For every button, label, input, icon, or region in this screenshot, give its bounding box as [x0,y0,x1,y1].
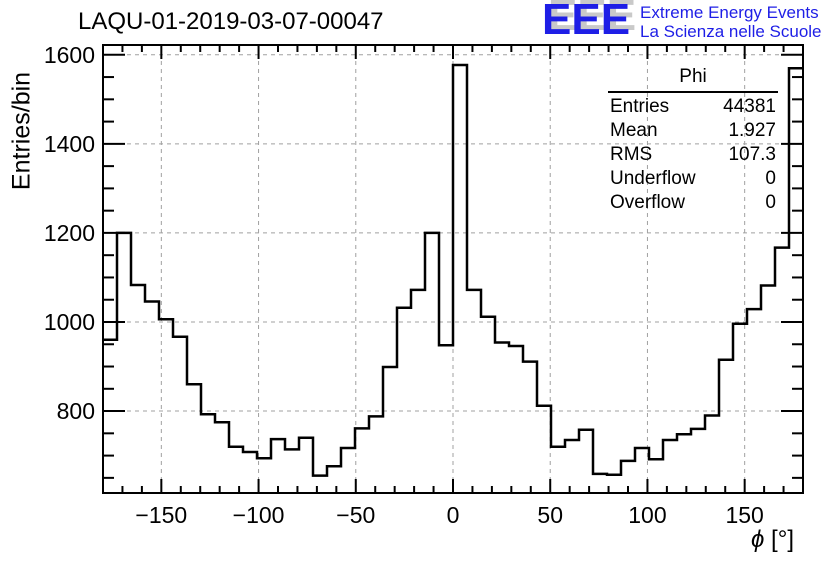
x-tick-label: −100 [233,502,285,528]
x-tick-label: −150 [135,502,187,528]
stats-box-title: Phi [608,66,778,93]
phi-symbol: ϕ [751,526,765,553]
stat-label: Overflow [610,192,685,213]
axis-ticks [103,45,803,493]
stats-row-mean: Mean 1.927 [608,119,778,143]
y-tick-label: 1200 [44,220,95,246]
y-tick-label: 1000 [44,309,95,335]
histogram-line [103,63,803,477]
x-axis-unit: [°] [764,526,794,553]
x-tick-label: 150 [725,502,763,528]
eee-logo-line1: Extreme Energy Events [640,3,819,22]
stat-label: RMS [610,144,653,165]
x-tick-label: −50 [336,502,375,528]
stats-box: Phi Entries 44381 Mean 1.927 RMS 107.3 Underfl… [608,66,778,215]
axis-tick-labels: 800 1000 1200 1400 1600 −150 −100 −50 0 50 100 150 [44,42,764,528]
stat-value: 44381 [723,96,776,117]
y-tick-label: 1600 [44,42,95,68]
stats-rows: Entries 44381 Mean 1.927 RMS 107.3 Underflow 0 O… [608,95,778,215]
x-tick-label: 0 [447,502,460,528]
x-tick-label: 100 [628,502,666,528]
x-tick-label: 50 [537,502,563,528]
eee-logo-acronym: EEE [542,0,631,44]
y-tick-label: 800 [57,398,95,424]
stats-row-rms: RMS 107.3 [608,143,778,167]
x-axis-title: ϕ [°] [751,526,794,554]
plot-frame [102,44,804,494]
eee-logo-text: Extreme Energy Events La Scienza nelle S… [640,3,821,41]
y-axis-title: Entries/bin [7,71,36,191]
eee-logo: EEE Extreme Energy Events La Scienza nel… [542,0,822,44]
plot-title: LAQU-01-2019-03-07-00047 [78,8,384,35]
stat-value: 1.927 [728,120,776,141]
y-tick-label: 1400 [44,131,95,157]
stats-row-overflow: Overflow 0 [608,191,778,215]
stat-value: 0 [765,192,776,213]
stat-label: Entries [610,96,670,117]
stats-row-entries: Entries 44381 [608,95,778,119]
eee-logo-line2: La Scienza nelle Scuole [640,22,822,41]
stat-label: Underflow [610,168,696,189]
stat-value: 0 [765,168,776,189]
stat-label: Mean [610,120,658,141]
stat-value: 107.3 [728,144,776,165]
stats-row-underflow: Underflow 0 [608,167,778,191]
